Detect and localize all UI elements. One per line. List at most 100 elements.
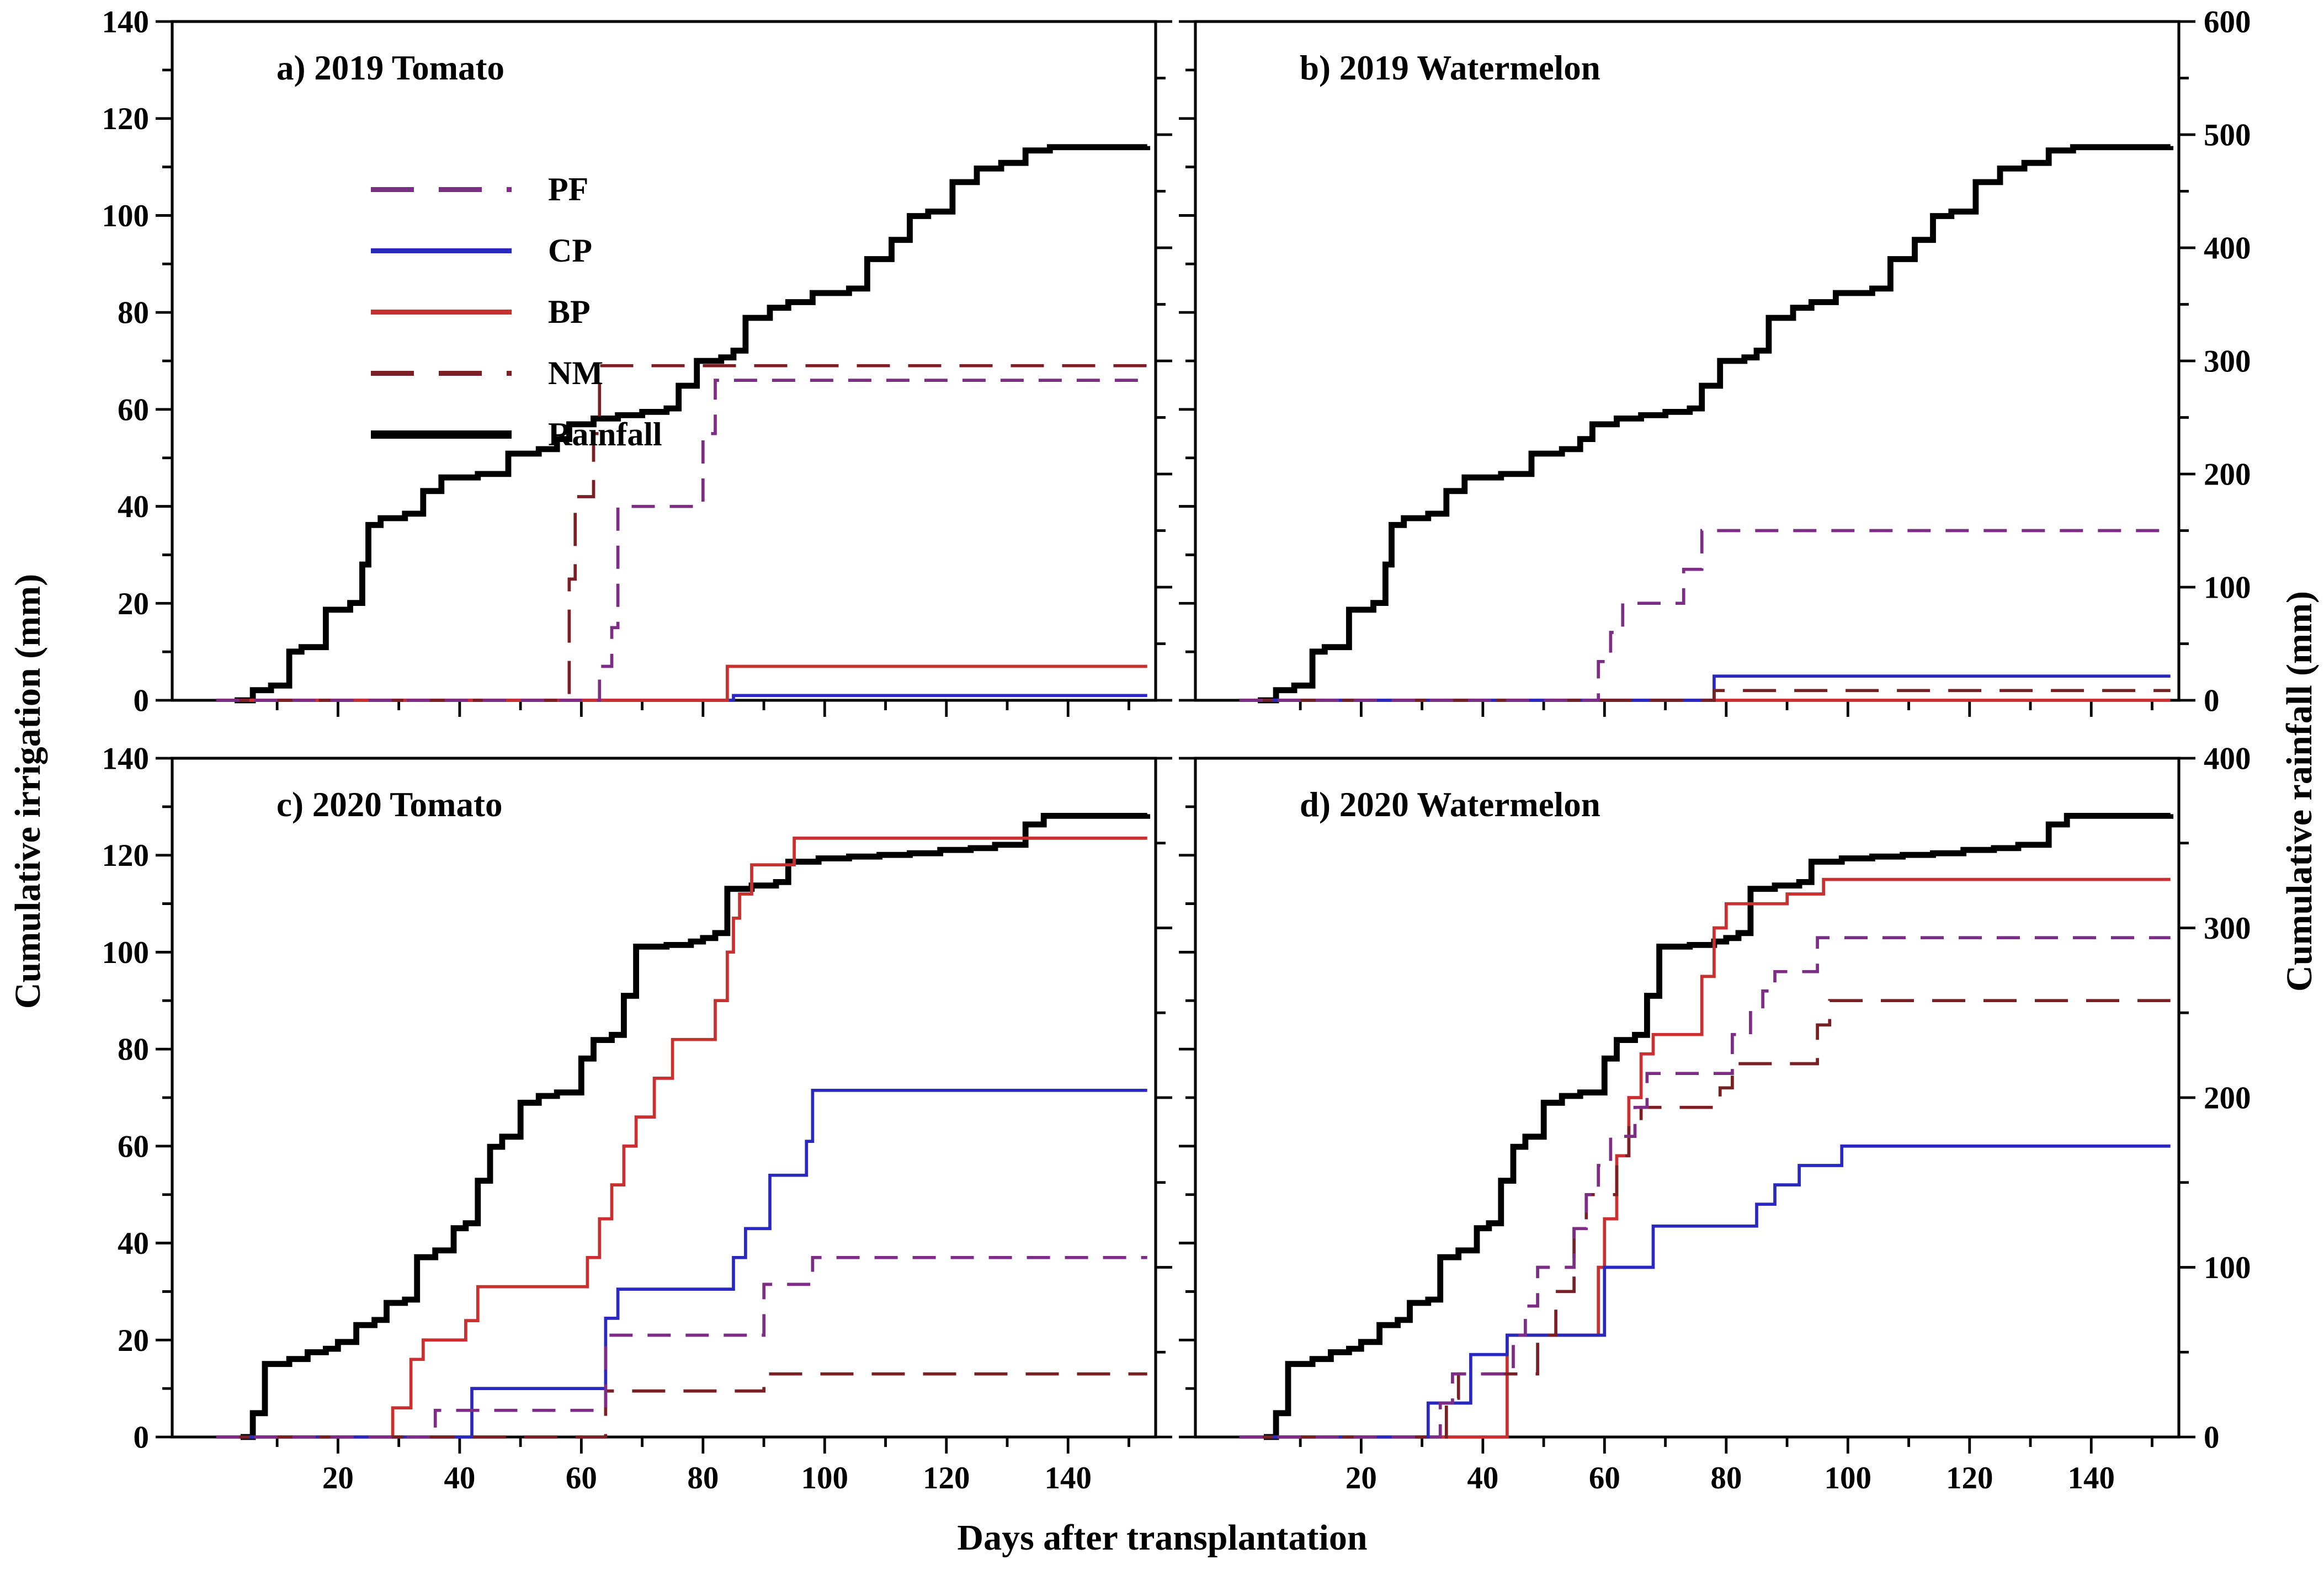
legend-item-pf: PF [371, 159, 662, 220]
panel-c-2020-tomato: 0 20 40 60 80 100 120 140 20 40 60 80 100 120 140 [102, 742, 1172, 1495]
series-cp-line [1239, 674, 2171, 702]
x-tick-label: 100 [1825, 1461, 1872, 1495]
left-tick-label: 140 [102, 4, 150, 39]
panel-c-plot: 0 20 40 60 80 100 120 140 20 40 60 80 100 120 140 [102, 742, 1172, 1495]
left-tick-label: 120 [102, 838, 150, 873]
right-tick-label: 400 [2204, 231, 2251, 266]
panel-d-2020-watermelon: 0 100 200 300 400 20 40 60 80 100 120 140 [1179, 742, 2251, 1495]
y-axis-label-right: Cumulative rainfall (mm) [2278, 591, 2320, 992]
x-tick-label: 120 [923, 1461, 970, 1495]
plot-border [1194, 20, 2181, 702]
left-tick-label: 20 [118, 587, 149, 621]
panel-d-plot: 0 100 200 300 400 20 40 60 80 100 120 140 [1179, 742, 2251, 1495]
axis-tick-labels: 0 100 200 300 400 500 600 [2204, 4, 2251, 718]
right-tick-label: 200 [2204, 457, 2251, 492]
panel-b-title: b) 2019 Watermelon [1300, 48, 1600, 88]
plot-border [171, 20, 1157, 702]
left-tick-label: 40 [118, 489, 149, 524]
left-tick-label: 60 [118, 392, 149, 427]
series-pf-line [1239, 936, 2171, 1439]
left-tick-label: 60 [118, 1129, 149, 1164]
series-rainfall-line [235, 144, 1151, 704]
right-tick-label: 300 [2204, 911, 2251, 946]
panel-b-plot: 0 100 200 300 400 500 600 [1179, 4, 2251, 719]
series-cp-line [1239, 1145, 2171, 1439]
x-tick-label: 40 [1467, 1461, 1498, 1495]
right-tick-label: 600 [2204, 4, 2251, 39]
legend-item-bp: BP [371, 281, 662, 343]
series-rainfall-line [240, 813, 1151, 1440]
cp-line-swatch [371, 248, 512, 253]
x-axis-label: Days after transplantation [957, 1516, 1368, 1558]
left-tick-label: 80 [118, 1033, 149, 1067]
plot-border [1194, 757, 2181, 1439]
panel-b-2019-watermelon: 0 100 200 300 400 500 600 [1179, 4, 2251, 719]
right-tick-label: 300 [2204, 344, 2251, 379]
legend-item-nm: NM [371, 343, 662, 404]
left-tick-label: 80 [118, 296, 149, 331]
left-tick-label: 0 [134, 684, 150, 719]
panel-d-title: d) 2020 Watermelon [1300, 785, 1600, 824]
x-tick-label: 120 [1946, 1461, 1993, 1495]
series-bp-line [1239, 877, 2171, 1439]
legend-label-bp: BP [548, 294, 591, 331]
axis-tick-labels: 0 20 40 60 80 100 120 140 [102, 4, 150, 718]
right-tick-label: 0 [2204, 684, 2220, 719]
axis-ticks [1179, 757, 2195, 1454]
series-pf-line [216, 379, 1147, 702]
left-tick-label: 100 [102, 935, 150, 970]
series-rainfall-line [1258, 144, 2174, 704]
panel-a-title: a) 2019 Tomato [276, 48, 505, 88]
legend: PF CP BP NM Rainfall [371, 159, 662, 465]
left-tick-label: 40 [118, 1226, 149, 1261]
axis-ticks [1179, 20, 2195, 717]
x-tick-label: 60 [566, 1461, 597, 1495]
x-tick-label: 100 [801, 1461, 849, 1495]
series-pf-line [1239, 529, 2171, 702]
series-bp-line [216, 837, 1147, 1439]
legend-item-cp: CP [371, 220, 662, 281]
x-tick-label: 80 [1710, 1461, 1742, 1495]
left-tick-label: 20 [118, 1323, 149, 1358]
left-tick-label: 140 [102, 742, 150, 776]
legend-label-rainfall: Rainfall [548, 416, 662, 453]
series-rainfall-line [1263, 813, 2174, 1440]
right-tick-label: 500 [2204, 118, 2251, 153]
left-tick-label: 0 [134, 1420, 150, 1455]
axis-tick-labels: 0 20 40 60 80 100 120 140 20 40 60 80 100 120 140 [102, 742, 1092, 1496]
series-cp-line [216, 1088, 1147, 1439]
legend-label-pf: PF [548, 171, 589, 208]
legend-item-rainfall: Rainfall [371, 404, 662, 465]
axis-ticks [156, 757, 1172, 1454]
series-nm-line [216, 1372, 1147, 1439]
legend-label-nm: NM [548, 355, 603, 392]
panel-c-title: c) 2020 Tomato [276, 785, 503, 824]
series-nm-line [1239, 999, 2171, 1439]
series-pf-line [216, 1255, 1147, 1439]
panel-a-plot: 0 20 40 60 80 100 120 140 [102, 4, 1172, 719]
nm-line-swatch [371, 371, 512, 376]
x-tick-label: 140 [1045, 1461, 1092, 1495]
x-tick-label: 40 [444, 1461, 475, 1495]
rainfall-line-swatch [371, 430, 512, 439]
axis-tick-labels: 0 100 200 300 400 20 40 60 80 100 120 140 [1346, 742, 2251, 1496]
left-tick-label: 120 [102, 102, 150, 136]
x-tick-label: 80 [687, 1461, 719, 1495]
right-tick-label: 0 [2204, 1420, 2220, 1455]
y-axis-label-left: Cumulative irrigation (mm) [7, 573, 48, 1009]
pf-line-swatch [371, 187, 512, 192]
right-tick-label: 200 [2204, 1081, 2251, 1116]
right-tick-label: 400 [2204, 742, 2251, 776]
x-tick-label: 60 [1589, 1461, 1620, 1495]
x-tick-label: 140 [2068, 1461, 2115, 1495]
left-tick-label: 100 [102, 199, 150, 233]
series-nm-line [216, 364, 1147, 702]
right-tick-label: 100 [2204, 571, 2251, 605]
axis-ticks [156, 20, 1172, 717]
right-tick-label: 100 [2204, 1250, 2251, 1285]
legend-label-cp: CP [548, 232, 593, 269]
x-tick-label: 20 [322, 1461, 354, 1495]
bp-line-swatch [371, 310, 512, 315]
x-tick-label: 20 [1346, 1461, 1377, 1495]
panel-a-2019-tomato: 0 20 40 60 80 100 120 140 [102, 4, 1172, 719]
